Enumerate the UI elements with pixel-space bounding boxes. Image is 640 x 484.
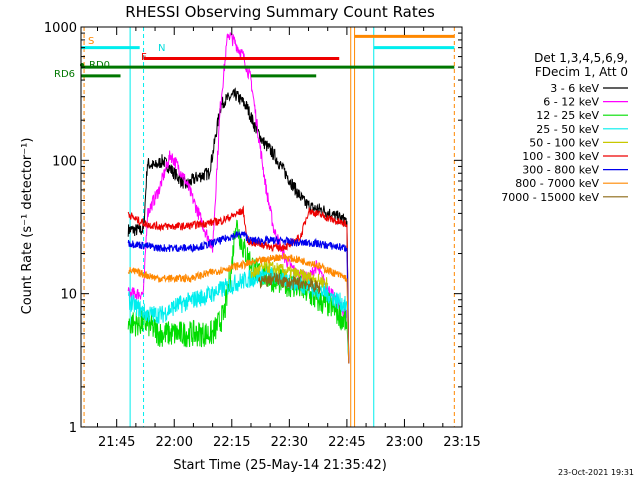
- series-line-3to6keV-kev: [127, 87, 350, 364]
- timestamp: 23-Oct-2021 19:31: [558, 468, 634, 477]
- series-group: [127, 32, 350, 364]
- x-tick-label: 23:00: [386, 435, 423, 450]
- legend-entry-label: 12 - 25 keV: [536, 109, 599, 122]
- legend-entry-label: 50 - 100 keV: [529, 136, 599, 149]
- legend-entry-label: 100 - 300 keV: [522, 150, 599, 163]
- flag-label-f: F: [141, 52, 147, 63]
- chart-title: RHESSI Observing Summary Count Rates: [125, 3, 435, 21]
- y-tick-label: 1000: [44, 21, 77, 36]
- flag-label-n: N: [158, 43, 165, 54]
- legend-entry-label: 25 - 50 keV: [536, 123, 599, 136]
- x-tick-label: 22:15: [213, 435, 250, 450]
- y-tick-label: 100: [52, 154, 77, 169]
- y-tick-label: 1: [69, 421, 77, 436]
- x-tick-label: 22:45: [328, 435, 365, 450]
- series-line-25to50keV-kev: [127, 265, 350, 364]
- x-axis-label: Start Time (25-May-14 21:35:42): [173, 458, 387, 473]
- series-line-6to12keV-kev: [127, 32, 350, 364]
- legend: Det 1,3,4,5,6,9,FDecim 1, Att 0 3 - 6 keV…: [501, 51, 628, 204]
- flag-label-s: S: [88, 36, 94, 47]
- legend-entry-label: 300 - 800 keV: [522, 164, 599, 177]
- series-line-300to800keV-kev: [127, 230, 350, 364]
- series-line-800to7000keV-kev: [127, 252, 350, 364]
- x-tick-label: 22:30: [271, 435, 308, 450]
- legend-header-line: FDecim 1, Att 0: [535, 65, 628, 79]
- legend-entry-label: 6 - 12 keV: [543, 96, 599, 109]
- flag-label-rd0: RD0: [89, 60, 110, 71]
- series-line-100to300keV-kev: [127, 205, 350, 364]
- legend-header-line: Det 1,3,4,5,6,9,: [534, 51, 628, 65]
- x-tick-label: 23:15: [443, 435, 480, 450]
- y-tick-label: 10: [60, 288, 77, 303]
- legend-entry-label: 3 - 6 keV: [550, 82, 599, 95]
- legend-entry-label: 800 - 7000 keV: [515, 177, 599, 190]
- series-line-7000to15000keV-kev: [258, 272, 321, 294]
- x-tick-label: 22:00: [156, 435, 193, 450]
- plot-frame: [80, 26, 463, 428]
- y-axis-label: Count Rate (s⁻¹ detector⁻¹): [20, 138, 35, 315]
- plot-area: S NF RD0 RD6 1 10 100 1000 21:45 22:00 22:15 22:30 2…: [44, 21, 481, 450]
- flag-label-rd6: RD6: [54, 69, 75, 80]
- legend-entry-label: 7000 - 15000 keV: [501, 191, 599, 204]
- x-tick-label: 21:45: [98, 435, 135, 450]
